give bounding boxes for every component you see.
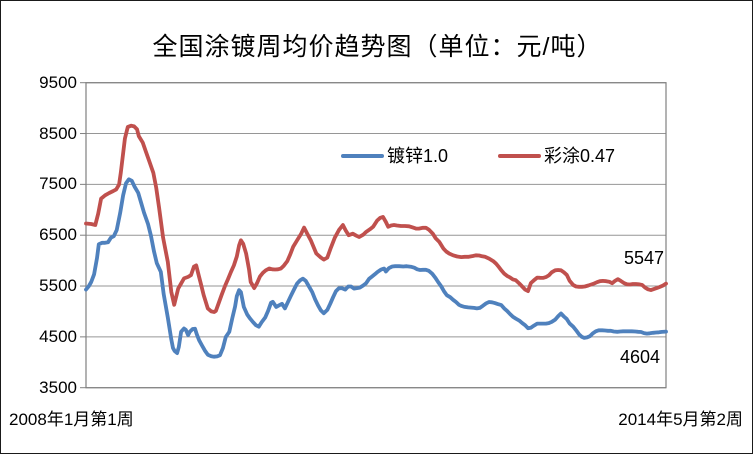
chart-title: 全国涂镀周均价趋势图（单位：元/吨） [152, 33, 603, 61]
series-line-color-coated [84, 123, 668, 314]
end-value-label-color-coated: 5547 [624, 248, 665, 268]
series-line-galvanized [84, 177, 668, 359]
plot-border [85, 82, 667, 389]
legend-line-swatch-blue [341, 154, 384, 158]
legend-item-galvanized: 镀锌1.0 [341, 142, 448, 168]
y-axis-tick-label: 9500 [39, 72, 77, 92]
y-axis-tick-label: 6500 [39, 225, 77, 245]
y-axis-tick-label: 8500 [39, 123, 77, 143]
legend-label-galvanized: 镀锌1.0 [387, 146, 449, 166]
y-axis-tick-label: 5500 [39, 276, 77, 296]
end-value-label-galvanized: 4604 [620, 347, 661, 367]
legend-line-swatch-red [498, 154, 541, 158]
y-axis-tick-label: 7500 [39, 174, 77, 194]
legend-label-color-coated: 彩涂0.47 [544, 146, 616, 166]
y-axis-tick-label: 3500 [39, 377, 77, 397]
y-axis-tick-label: 4500 [39, 326, 77, 346]
x-axis-end-label: 2014年5月第2周 [618, 410, 743, 429]
legend-item-color-coated: 彩涂0.47 [498, 142, 615, 168]
x-axis-start-label: 2008年1月第1周 [9, 410, 134, 429]
